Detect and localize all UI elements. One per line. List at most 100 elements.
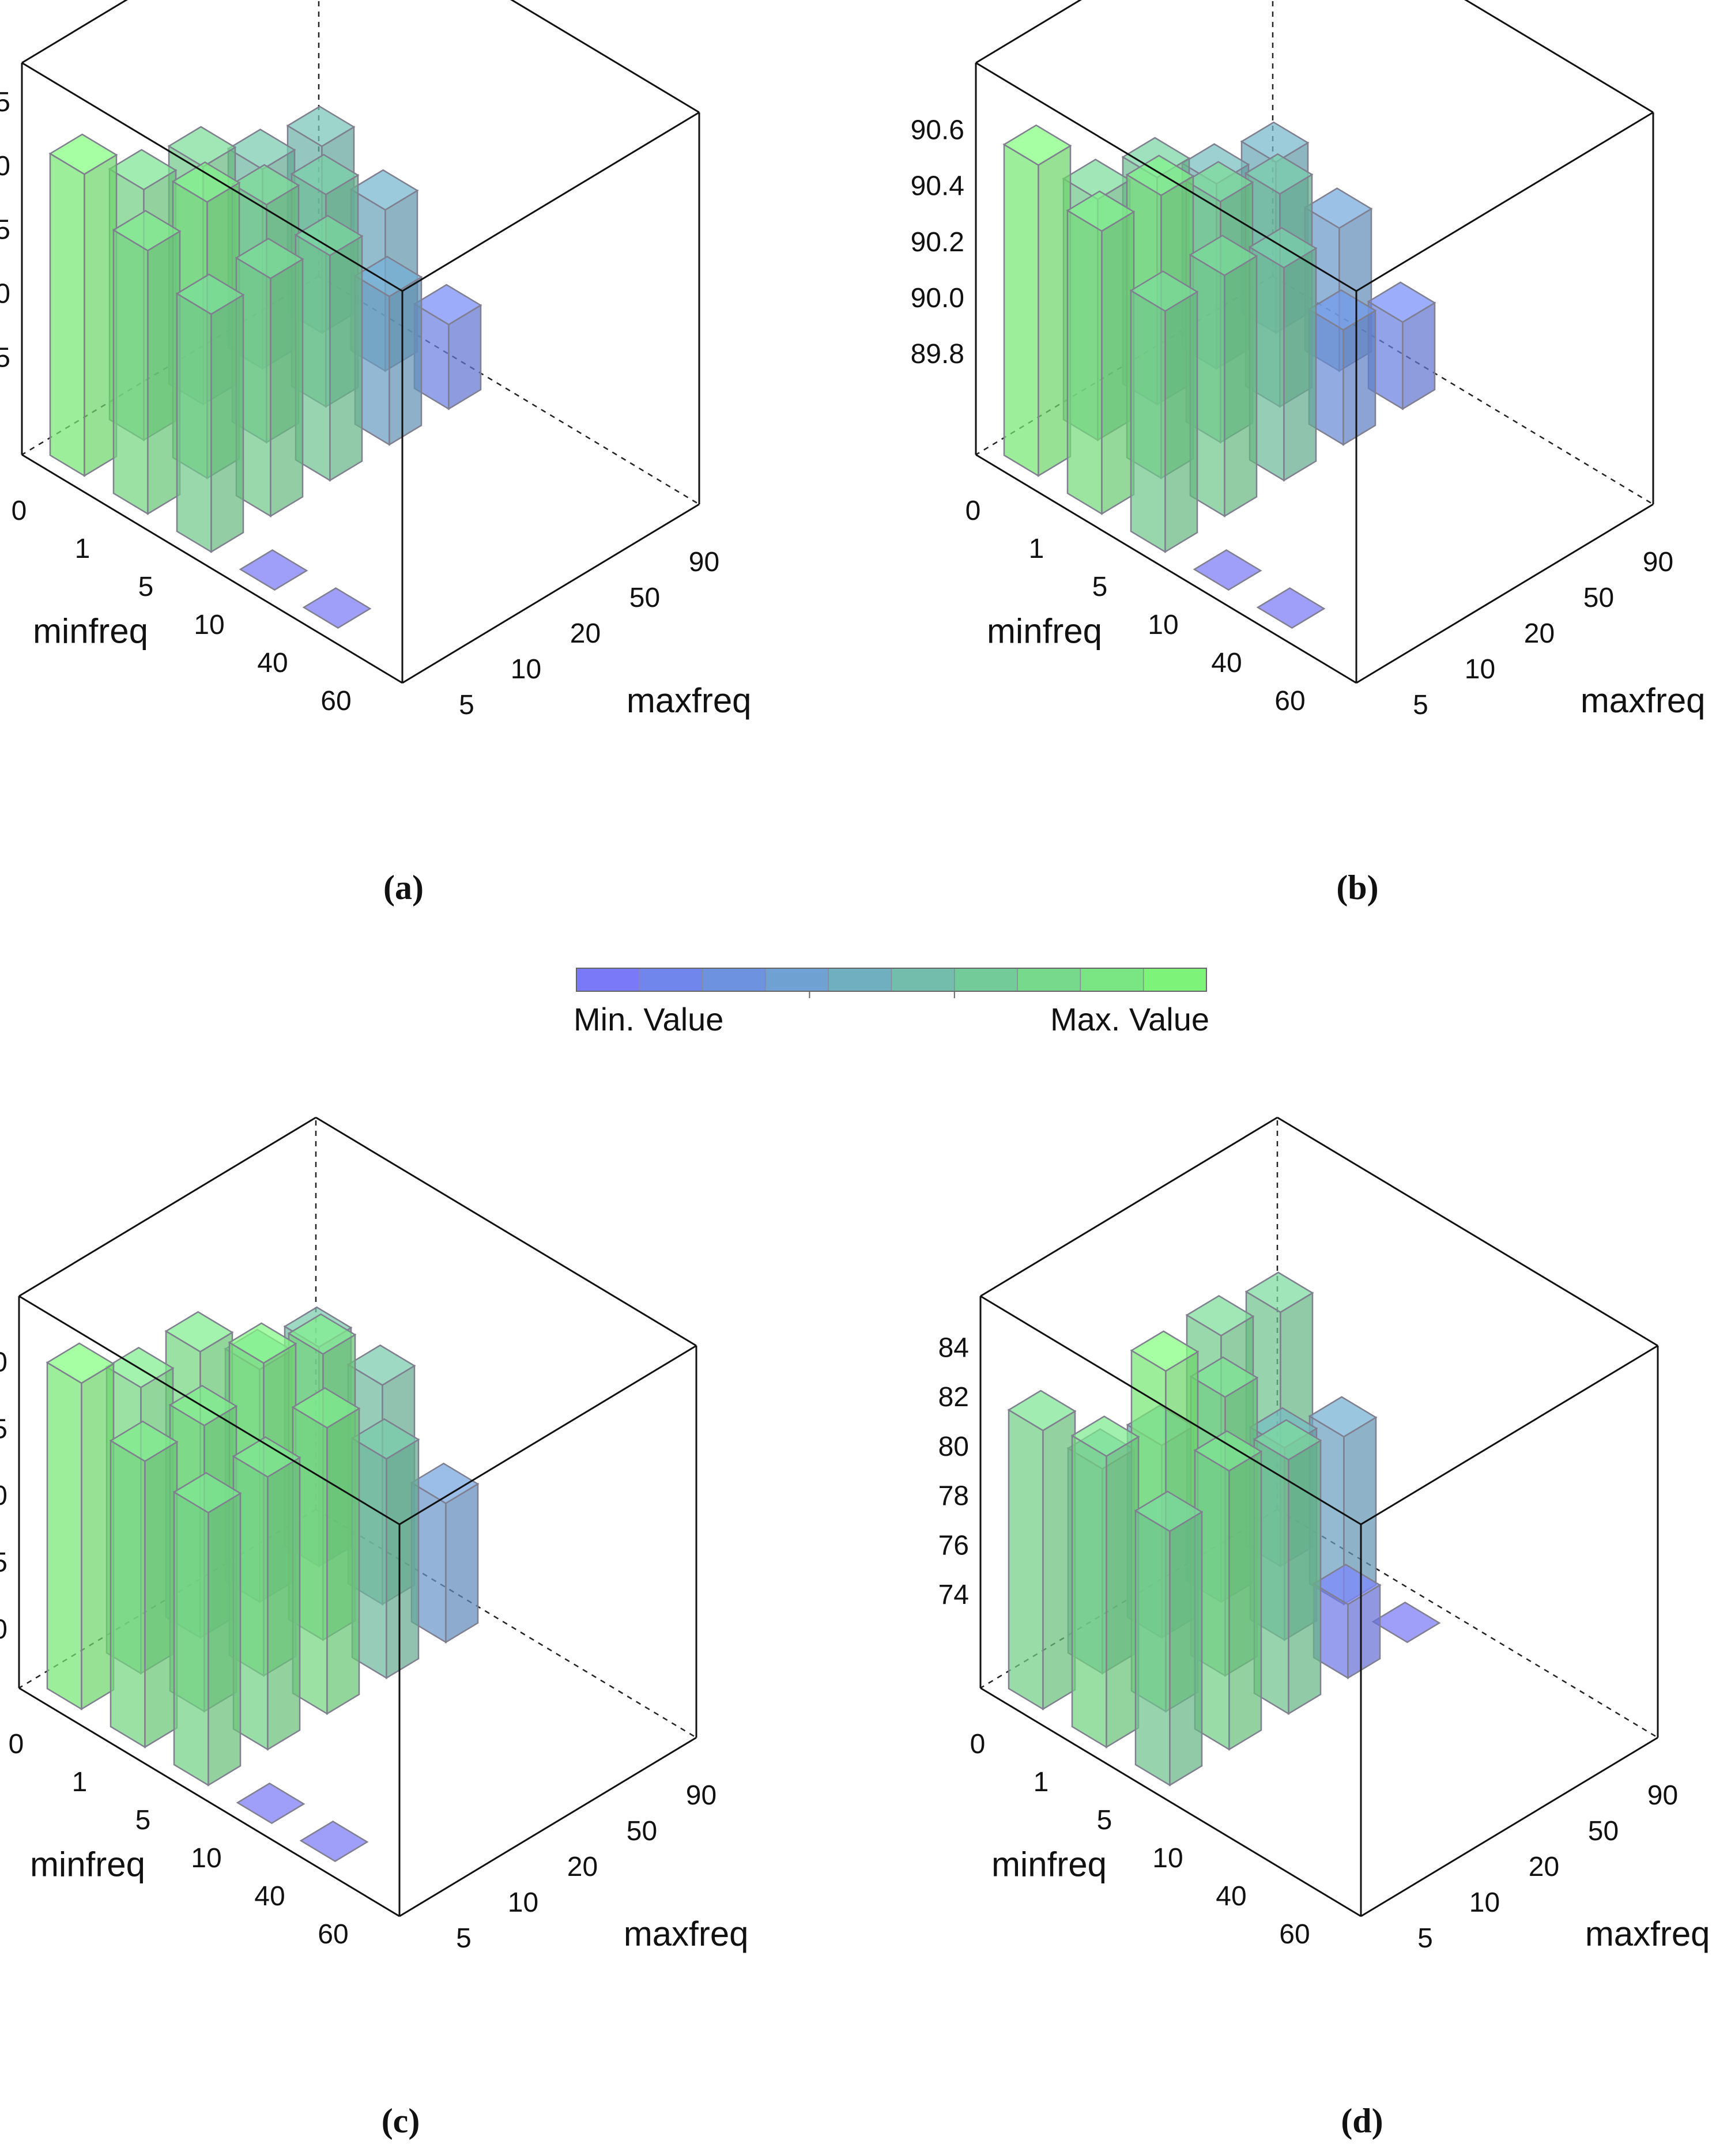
box-edge [980,1687,1362,1917]
bar-face-side [445,1482,479,1644]
bar-face-top [1070,1415,1140,1458]
bar-tile [299,1820,369,1863]
y-tick-label: 5 [459,690,474,720]
y-tick-label: 20 [567,1852,598,1882]
colorbar-cell [954,968,1018,992]
y-tick-label: 10 [1469,1887,1500,1918]
z-tick-label: 83.0 [0,151,10,182]
bar-face-top [353,255,423,297]
colorbar-cell [1017,968,1081,992]
bar-face-top [1189,1356,1259,1398]
bar-face-top [294,214,364,256]
bar-face-side [389,275,423,446]
bar-face-front [110,1439,146,1749]
bar-tile [1256,587,1326,629]
bar-face-top [1244,1271,1314,1313]
box-edge [18,1295,400,1526]
bar-face-top [105,1346,175,1388]
bar-face-side [1164,290,1198,553]
x-tick-label: 60 [1279,1919,1310,1950]
colorbar-cell [1080,968,1144,992]
panel-caption: (b) [1336,869,1378,907]
bar-face-top [413,284,482,326]
box-edge [1464,0,1654,114]
bar-face-side [329,235,363,482]
bar-face-top [231,164,300,206]
bar-face-side [1042,1410,1076,1711]
colorbar-cell [576,968,640,992]
x-tick-label: 5 [135,1805,151,1836]
box-edge [975,62,1357,292]
bar-40-5 [1256,587,1326,629]
bar-face-top [164,1311,234,1353]
z-tick-label: 78 [938,1481,969,1512]
panel-a: 81.5 82.0 82.5 83.0 83.5 0 1 5 10 40 60 5 10 20 50 90 mi… [0,0,752,907]
z-tick-label: 84 [938,1332,969,1363]
z-tick-label: 83.5 [0,87,10,118]
x-tick-label: 5 [1097,1805,1112,1836]
bar-face-top [1185,161,1254,203]
bar-5-90 [413,284,482,410]
bar-face-side [1283,247,1317,482]
bar-5-50 [353,255,423,446]
y-axis-label: maxfreq [627,681,752,720]
bar-5-20 [1253,1419,1322,1715]
bar-face-side [1106,1436,1140,1749]
bar-tile [1371,1601,1441,1644]
bar-5-10 [1189,235,1258,518]
z-tick-label: 82.0 [0,279,10,309]
z-tick-label: 81.5 [0,342,10,373]
bar-tile [1193,549,1262,591]
bar-face-front [1008,1409,1044,1711]
x-tick-label: 1 [72,1767,88,1798]
y-tick-label: 90 [1647,1780,1678,1811]
x-axis-label: minfreq [987,611,1102,650]
bar-face-top [1007,1389,1077,1432]
bar-face-top [1189,235,1258,277]
bar-face-top [1125,154,1195,197]
x-tick-label: 40 [1216,1881,1246,1912]
bar-face-top [1307,289,1377,331]
x-tick-label: 10 [1148,610,1178,640]
bar-5-10 [1193,1430,1263,1751]
panel-caption: (c) [382,2102,420,2140]
box-edge [975,0,1082,64]
bar-face-top [168,1384,238,1426]
bar-10-5 [239,549,308,591]
bar-face-front [1003,143,1039,477]
bar-1-5 [109,1420,179,1749]
bar-face-top [286,105,356,148]
bar-face-top [1134,1490,1204,1532]
bar-face-side [386,1438,420,1679]
z-tick-label: 15 [0,1414,7,1444]
bar-0-5 [1007,1389,1077,1711]
x-tick-label: 5 [1092,572,1108,602]
box-edge [399,1736,697,1917]
bar-10-5 [236,1782,306,1825]
x-axis-label: minfreq [33,611,148,650]
y-axis-label: maxfreq [1581,681,1706,720]
x-tick-label: 1 [75,534,90,564]
x-tick-label: 0 [966,496,981,526]
y-tick-label: 10 [511,654,541,685]
x-axis-label: minfreq [991,1845,1107,1883]
bar-face-top [1185,1294,1255,1337]
bar-5-5 [1134,1490,1204,1787]
x-tick-label: 40 [257,648,288,678]
bar-0-5 [46,1342,115,1711]
bar-0-5 [1002,124,1072,477]
bar-face-top [290,153,360,195]
bar-face-top [172,1472,242,1514]
bar-face-top [171,161,241,203]
z-tick-label: 76 [938,1530,969,1561]
box-edge [1360,1345,1658,1526]
y-tick-label: 5 [456,1923,472,1954]
x-tick-label: 60 [318,1919,348,1950]
colorbar-cell [639,968,703,992]
y-tick-label: 10 [508,1887,538,1918]
z-tick-label: 90.4 [911,171,964,202]
y-tick-label: 90 [689,547,719,577]
panel-caption: (a) [383,869,424,907]
bar-face-top [1303,187,1373,229]
z-tick-label: 89.8 [911,339,964,369]
